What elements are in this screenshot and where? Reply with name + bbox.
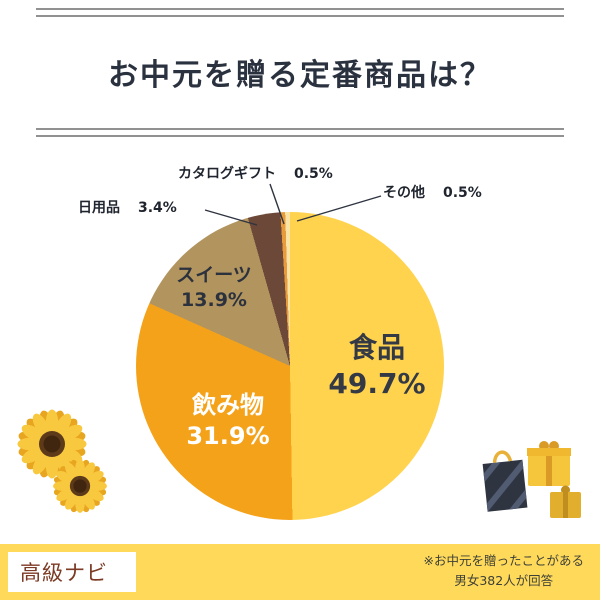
brand-logo-text: 高級ナビ xyxy=(20,561,108,585)
daily-goods-name: 日用品 xyxy=(78,200,120,216)
top-double-rule xyxy=(36,8,564,17)
catalog-gift-name: カタログギフト xyxy=(178,166,276,182)
pie-chart-area: カタログギフト 0.5% その他 0.5% 日用品 3.4% スイーツ 13.9… xyxy=(0,150,600,542)
title-double-rule xyxy=(36,128,564,137)
sweets-pct: 13.9% xyxy=(181,288,247,311)
brand-box: 高級ナビ xyxy=(8,552,136,592)
survey-note-line2: 男女382人が回答 xyxy=(454,573,554,588)
pie-label-food: 食品 49.7% xyxy=(305,330,449,403)
pie xyxy=(136,212,444,520)
footer-bar: 高級ナビ ※お中元を贈ったことがある 男女382人が回答 xyxy=(0,544,600,600)
page-title: お中元を贈る定番商品は？ xyxy=(108,58,492,93)
daily-goods-pct: 3.4% xyxy=(138,200,177,216)
pie-label-other: その他 0.5% xyxy=(383,182,482,202)
food-name: 食品 xyxy=(348,331,405,364)
catalog-gift-pct: 0.5% xyxy=(294,166,333,182)
sweets-name: スイーツ xyxy=(176,264,252,286)
gift-bags-icon xyxy=(482,441,581,518)
survey-note: ※お中元を贈ったことがある 男女382人が回答 xyxy=(424,551,584,591)
pie-label-drinks: 飲み物 31.9% xyxy=(156,390,300,452)
sunflowers-icon xyxy=(8,404,116,522)
food-pct: 49.7% xyxy=(328,367,426,401)
other-name: その他 xyxy=(383,185,425,201)
other-pct: 0.5% xyxy=(443,185,482,201)
pie-label-sweets: スイーツ 13.9% xyxy=(152,263,276,312)
survey-note-line1: ※お中元を贈ったことがある xyxy=(423,553,584,568)
pie-label-catalog-gift: カタログギフト 0.5% xyxy=(178,163,333,183)
pie-label-daily-goods: 日用品 3.4% xyxy=(78,197,177,217)
drinks-name: 飲み物 xyxy=(192,391,264,419)
drinks-pct: 31.9% xyxy=(186,422,270,451)
